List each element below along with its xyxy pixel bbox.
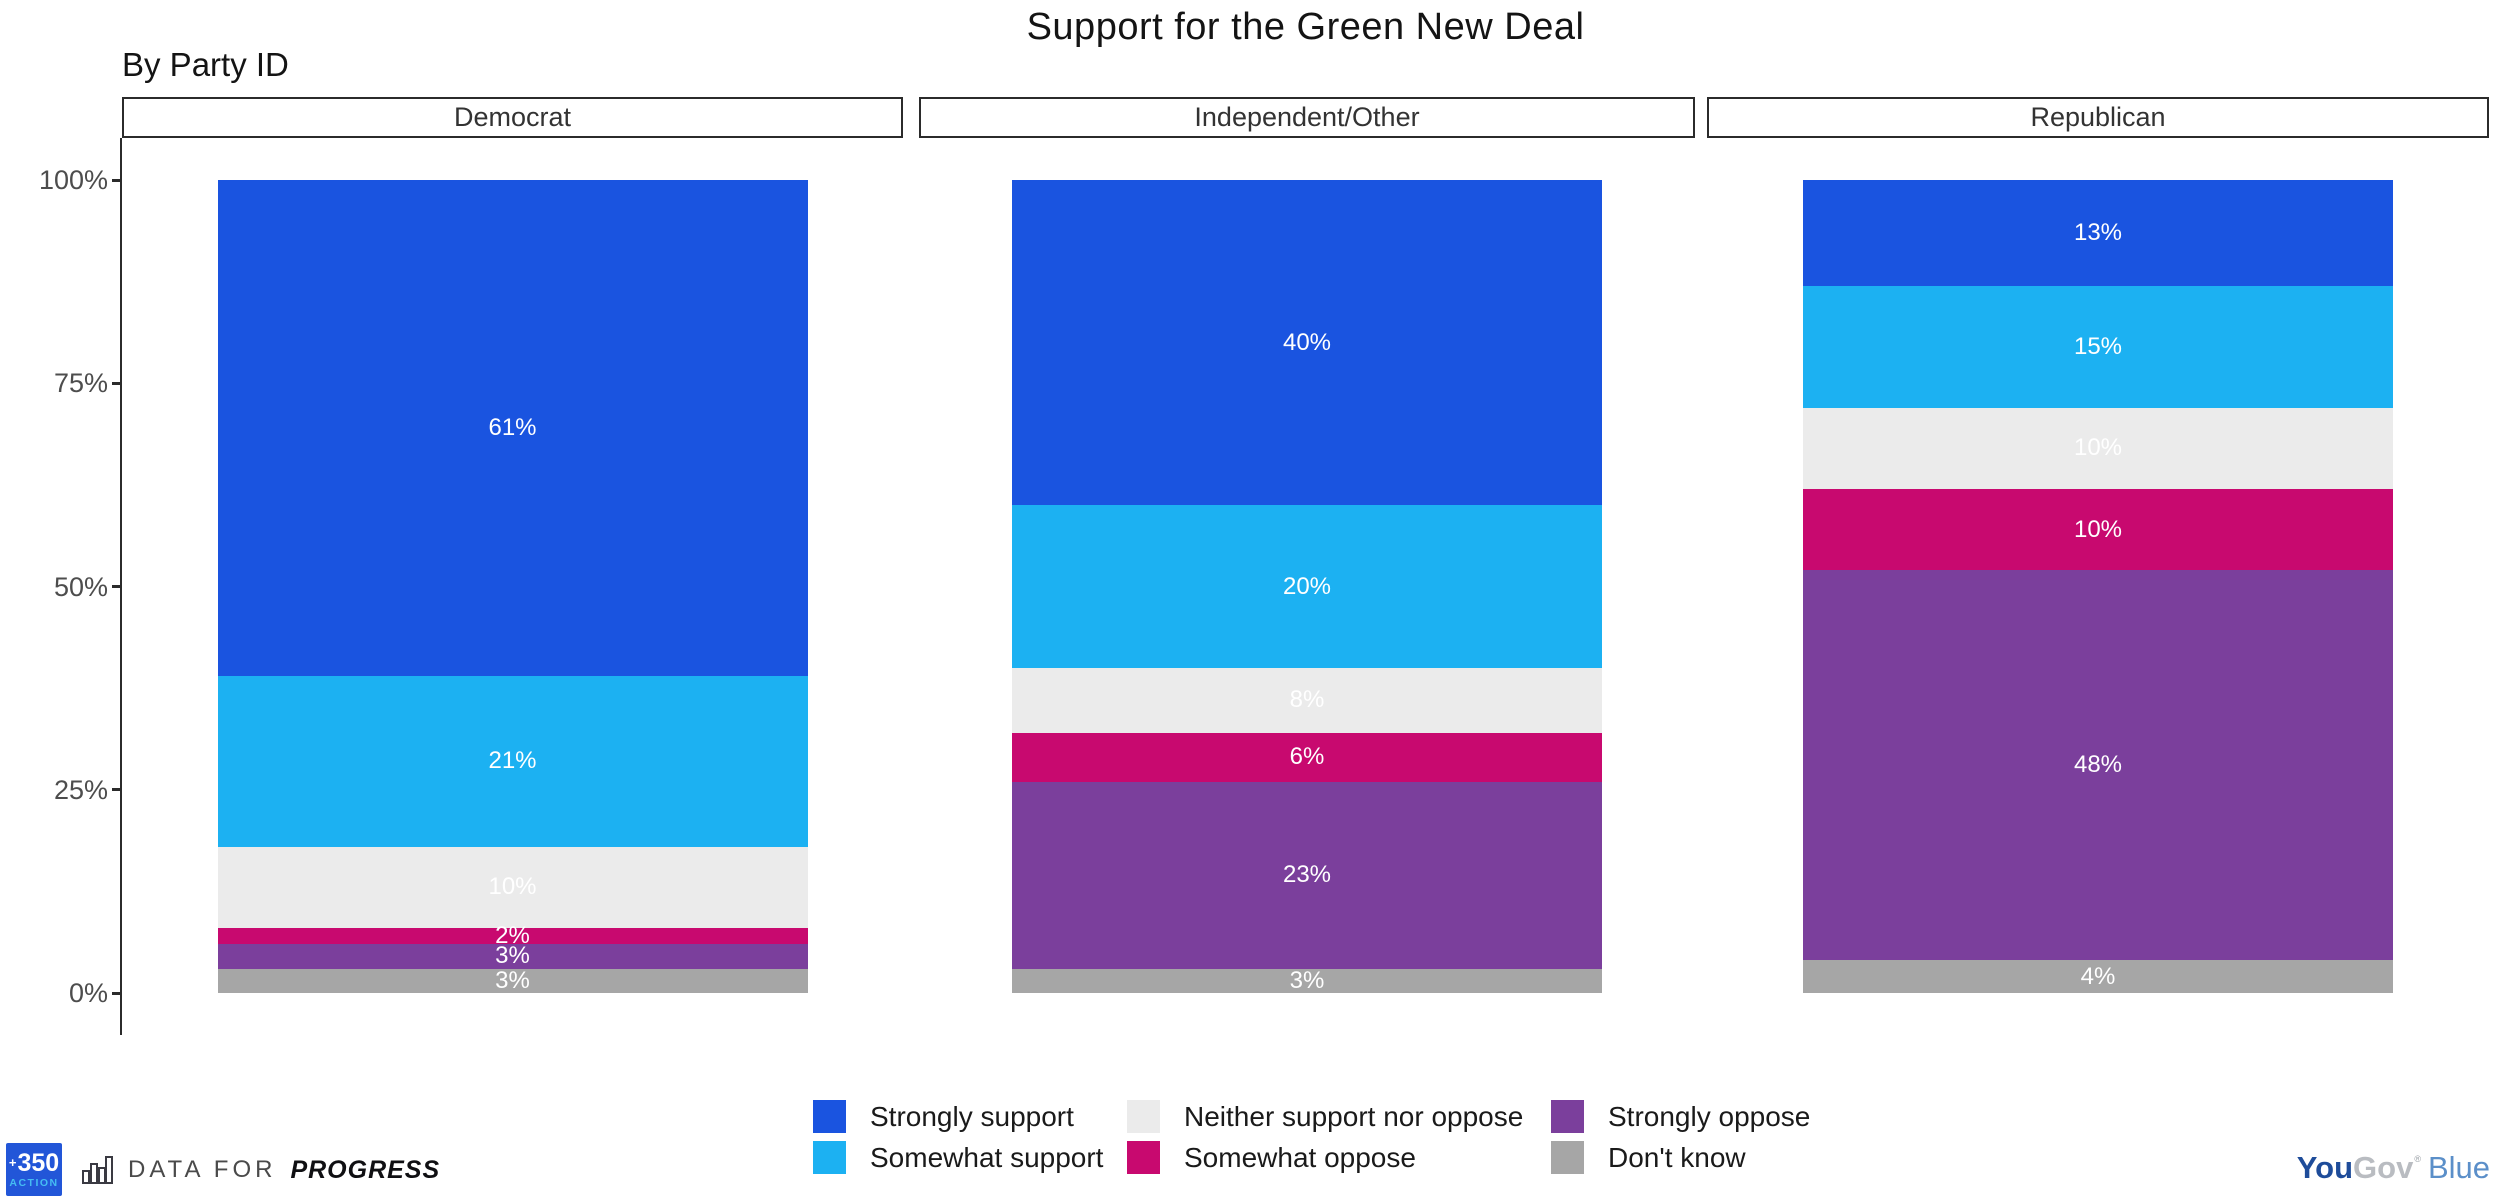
bar-segment-republican-somewhat-support — [1803, 285, 2393, 408]
legend-label-somewhat-oppose: Somewhat oppose — [1184, 1142, 1416, 1173]
chart-subtitle: By Party ID — [122, 46, 289, 83]
bar-segment-independent-other-strongly-support — [1012, 180, 1602, 506]
logo-350-action: +350 ACTION — [6, 1143, 62, 1196]
y-axis-tick-label-25: 25% — [53, 774, 108, 805]
y-axis-tick-label-0: 0% — [68, 978, 108, 1008]
legend-swatch-strongly-oppose — [1551, 1100, 1584, 1133]
legend-label-strongly-oppose: Strongly oppose — [1608, 1101, 1811, 1132]
legend-swatch-neither-support-nor-oppose — [1127, 1100, 1160, 1133]
bar-segment-republican-strongly-support — [1803, 180, 2393, 286]
y-axis-tick-75 — [112, 381, 121, 385]
facet-strip-democrat: Democrat — [122, 97, 903, 138]
bar-segment-republican-strongly-oppose — [1803, 570, 2393, 961]
legend-label-strongly-support: Strongly support — [870, 1101, 1074, 1132]
yougov-you: You — [2296, 1150, 2354, 1185]
y-axis-tick-label-50: 50% — [53, 571, 108, 602]
registered-mark-icon: ® — [2414, 1154, 2421, 1164]
legend-label-somewhat-support: Somewhat support — [870, 1142, 1104, 1173]
bar-segment-independent-other-neither-support-nor-oppose — [1012, 667, 1602, 733]
plus-icon: + — [8, 1155, 17, 1170]
bar-segment-republican-don-t-know — [1803, 960, 2393, 993]
bar-chart-icon — [82, 1156, 113, 1184]
bar-segment-democrat-somewhat-oppose — [217, 927, 808, 945]
legend-swatch-don-t-know — [1551, 1141, 1584, 1174]
bar-segment-democrat-strongly-support — [217, 180, 808, 676]
bar-segment-democrat-neither-support-nor-oppose — [217, 846, 808, 928]
bar-segment-democrat-strongly-oppose — [217, 944, 808, 969]
bar-segment-republican-somewhat-oppose — [1803, 488, 2393, 571]
legend-swatch-somewhat-support — [813, 1141, 846, 1174]
logo-350-number: +350 — [8, 1149, 60, 1177]
legend-label-don-t-know: Don't know — [1608, 1142, 1746, 1173]
y-axis-tick-0 — [112, 991, 121, 995]
bar-segment-republican-neither-support-nor-oppose — [1803, 407, 2393, 489]
bar-segment-democrat-don-t-know — [217, 968, 808, 993]
legend-label-neither-support-nor-oppose: Neither support nor oppose — [1184, 1101, 1524, 1132]
bar-segment-independent-other-strongly-oppose — [1012, 781, 1602, 969]
facet-strip-republican: Republican — [1707, 97, 2489, 138]
y-axis-tick-100 — [112, 178, 121, 182]
yougov-gov: Gov — [2353, 1150, 2414, 1185]
bar-segment-democrat-somewhat-support — [217, 675, 808, 847]
logo-yougov-blue: You Gov ® Blue — [2297, 1150, 2490, 1190]
y-axis-line — [120, 138, 122, 1035]
legend-swatch-strongly-support — [813, 1100, 846, 1133]
legend-swatch-somewhat-oppose — [1127, 1141, 1160, 1174]
y-axis-tick-label-100: 100% — [38, 165, 108, 195]
yougov-blue-word: Blue — [2427, 1150, 2490, 1185]
bar-segment-independent-other-somewhat-support — [1012, 505, 1602, 668]
y-axis-tick-label-75: 75% — [53, 368, 108, 399]
logo-data-for-progress: DATA FOR PROGRESS — [80, 1150, 440, 1190]
facet-strip-independent-other: Independent/Other — [919, 97, 1695, 138]
y-axis-tick-25 — [112, 788, 121, 792]
dfp-prefix-text: DATA FOR — [128, 1156, 277, 1183]
logo-350-word: ACTION — [9, 1177, 59, 1189]
bar-segment-independent-other-don-t-know — [1012, 968, 1602, 993]
chart-title: Support for the Green New Deal — [1026, 6, 1585, 48]
dfp-brand-text: PROGRESS — [290, 1155, 441, 1184]
y-axis-tick-50 — [112, 585, 121, 588]
bar-segment-independent-other-somewhat-oppose — [1012, 732, 1602, 782]
